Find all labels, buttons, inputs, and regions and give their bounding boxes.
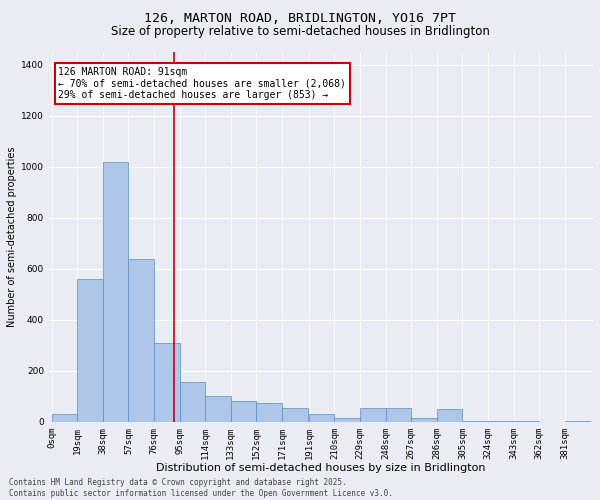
Bar — [154, 342, 179, 422]
Bar — [463, 420, 488, 422]
Text: 126, MARTON ROAD, BRIDLINGTON, YO16 7PT: 126, MARTON ROAD, BRIDLINGTON, YO16 7PT — [144, 12, 456, 26]
Y-axis label: Number of semi-detached properties: Number of semi-detached properties — [7, 146, 17, 327]
Text: 126 MARTON ROAD: 91sqm
← 70% of semi-detached houses are smaller (2,068)
29% of : 126 MARTON ROAD: 91sqm ← 70% of semi-det… — [58, 67, 346, 100]
Bar — [231, 402, 256, 422]
Text: Size of property relative to semi-detached houses in Bridlington: Size of property relative to semi-detach… — [110, 24, 490, 38]
Bar — [103, 162, 128, 422]
Bar — [488, 420, 514, 422]
Bar — [411, 418, 437, 422]
Bar — [514, 420, 539, 422]
Bar — [77, 279, 103, 422]
Bar — [179, 382, 205, 422]
Bar — [205, 396, 231, 422]
Bar — [309, 414, 334, 422]
Bar — [128, 258, 154, 422]
Bar — [256, 402, 282, 422]
Text: Contains HM Land Registry data © Crown copyright and database right 2025.
Contai: Contains HM Land Registry data © Crown c… — [9, 478, 393, 498]
Bar — [334, 418, 360, 422]
Bar — [360, 408, 386, 422]
Bar — [282, 408, 308, 422]
Bar — [386, 408, 411, 422]
Bar — [437, 409, 463, 422]
X-axis label: Distribution of semi-detached houses by size in Bridlington: Distribution of semi-detached houses by … — [156, 463, 486, 473]
Bar — [565, 420, 590, 422]
Bar — [52, 414, 77, 422]
